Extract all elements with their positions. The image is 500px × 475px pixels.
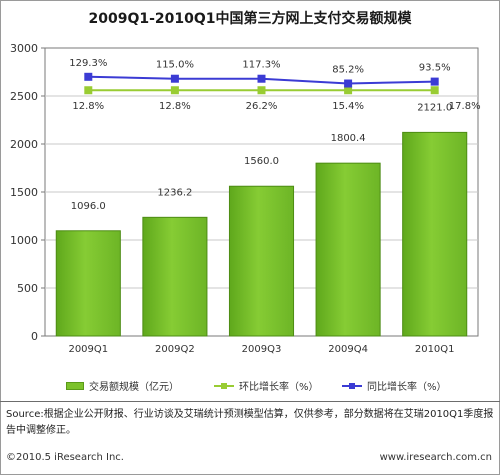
legend-item-yoy: 同比增长率（%）: [342, 378, 447, 393]
x-tick-label: 2009Q4: [328, 344, 368, 355]
bar: [228, 185, 295, 337]
bar: [402, 131, 468, 337]
bar-value-label: 1800.4: [331, 133, 366, 144]
x-tick-label: 2010Q1: [415, 344, 455, 355]
bar-value-label: 1560.0: [244, 156, 279, 167]
legend-label-bar: 交易额规模（亿元）: [89, 382, 179, 393]
mom-label: 12.8%: [159, 101, 191, 112]
yoy-point: [430, 77, 439, 86]
copyright: ©2010.5 iResearch Inc.: [6, 452, 124, 463]
yoy-label: 117.3%: [242, 60, 280, 71]
y-tick-label: 2000: [10, 138, 38, 151]
bar: [142, 216, 208, 337]
yoy-label: 129.3%: [69, 58, 107, 69]
yoy-point: [170, 74, 179, 83]
mom-point: [257, 86, 266, 95]
yoy-point: [344, 79, 353, 88]
bar-value-label: 1236.2: [157, 187, 192, 198]
source-note: Source:根据企业公开财报、行业访谈及艾瑞统计预测模型估算，仅供参考，部分数…: [6, 409, 494, 436]
plot-area: 0 500 1000 1500 2000 2500 3000 1096.0 2009Q1 1236…: [10, 42, 481, 355]
yoy-point: [257, 74, 266, 83]
legend-label-yoy: 同比增长率（%）: [367, 382, 447, 393]
mom-point: [344, 86, 353, 95]
mom-label: 12.8%: [72, 101, 104, 112]
y-tick-label: 500: [17, 282, 38, 295]
y-tick-label: 2500: [10, 90, 38, 103]
yoy-label: 85.2%: [332, 65, 364, 76]
mom-label: 15.4%: [332, 101, 364, 112]
mom-point: [84, 86, 93, 95]
y-tick-label: 1000: [10, 234, 38, 247]
bar: [315, 162, 381, 337]
mom-point: [430, 86, 439, 95]
bar: [55, 230, 121, 337]
divider: [0, 401, 500, 402]
legend: 交易额规模（亿元） 环比增长率（%） 同比增长率（%）: [66, 378, 466, 394]
yoy-label: 115.0%: [156, 60, 194, 71]
x-tick-label: 2009Q3: [242, 344, 282, 355]
legend-label-mom: 环比增长率（%）: [239, 382, 319, 393]
mom-label: 26.2%: [246, 101, 278, 112]
y-tick-label: 1500: [10, 186, 38, 199]
yoy-label: 93.5%: [419, 63, 451, 74]
yoy-point: [84, 72, 93, 81]
chart-title: 2009Q1-2010Q1中国第三方网上支付交易额规模: [88, 11, 412, 27]
legend-swatch-yoy: [342, 382, 362, 390]
bar-value-label: 1096.0: [71, 201, 106, 212]
x-tick-label: 2009Q2: [155, 344, 195, 355]
x-tick-label: 2009Q1: [68, 344, 108, 355]
legend-swatch-mom: [214, 382, 234, 390]
legend-item-mom: 环比增长率（%）: [214, 378, 319, 393]
website-link[interactable]: www.iresearch.com.cn: [379, 452, 492, 463]
mom-point: [170, 86, 179, 95]
mom-label: 17.8%: [449, 101, 481, 112]
legend-item-bar: 交易额规模（亿元）: [66, 378, 179, 393]
bar-value-label: 2121.0: [417, 102, 452, 113]
legend-swatch-bar: [66, 381, 84, 390]
y-tick-label: 3000: [10, 42, 38, 55]
y-tick-label: 0: [31, 330, 38, 343]
